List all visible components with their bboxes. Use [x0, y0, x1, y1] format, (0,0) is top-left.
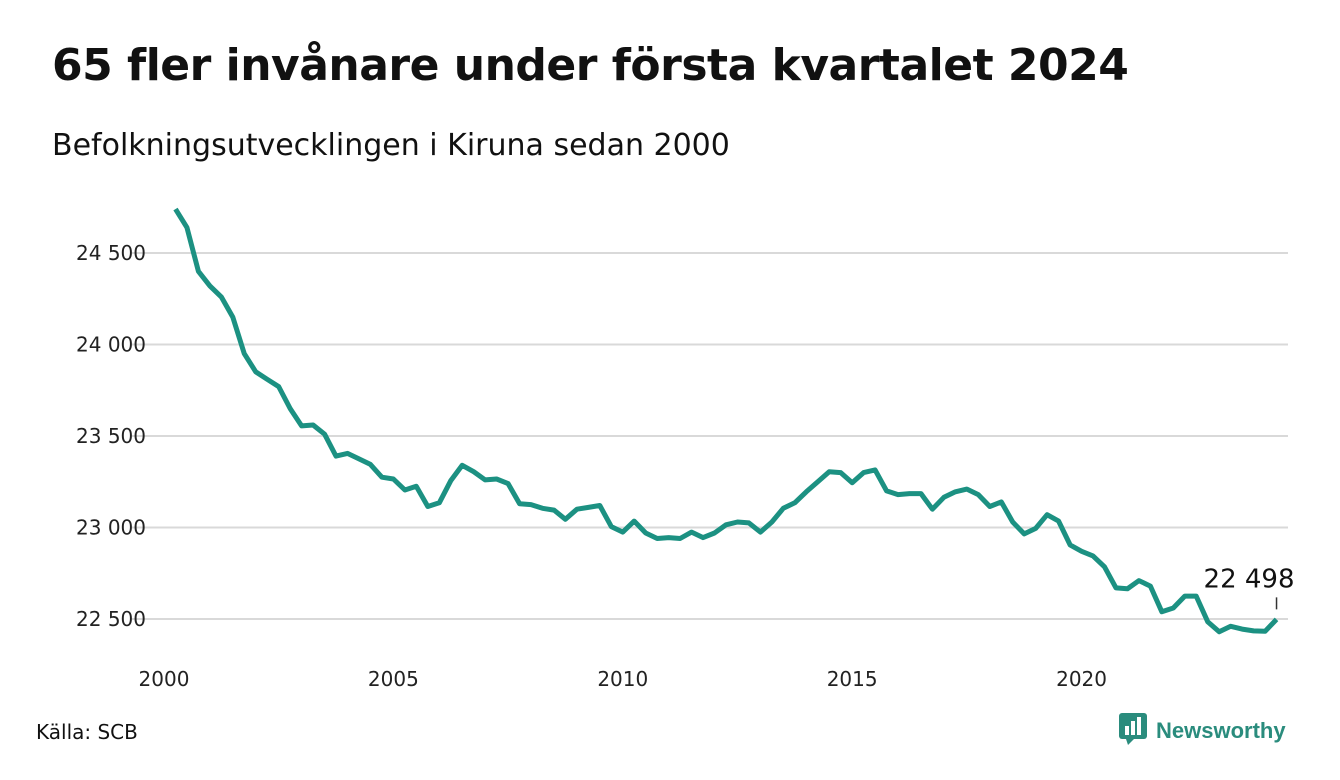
end-annotation: 22 498	[1204, 564, 1295, 610]
gridlines	[132, 252, 1288, 620]
x-tick-label: 2015	[827, 667, 878, 691]
x-tick-label: 2010	[597, 667, 648, 691]
brand-logo[interactable]: Newsworthy	[1118, 712, 1286, 750]
y-tick-label: 24 500	[76, 241, 146, 265]
x-tick-label: 2000	[139, 667, 190, 691]
y-tick-label: 23 000	[76, 516, 146, 540]
y-tick-label: 24 000	[76, 333, 146, 357]
x-tick-label: 2005	[368, 667, 419, 691]
chart-title: 65 fler invånare under första kvartalet …	[52, 40, 1129, 91]
y-axis-tick-labels: 22 500 23 000 23 500 24 000 24 500	[76, 241, 146, 631]
chart-subtitle: Befolkningsutvecklingen i Kiruna sedan 2…	[52, 128, 730, 163]
x-tick-label: 2020	[1056, 667, 1107, 691]
chat-bar-chart-icon	[1118, 712, 1148, 750]
y-tick-label: 22 500	[76, 607, 146, 631]
source-note: Källa: SCB	[36, 720, 138, 744]
brand-name: Newsworthy	[1156, 718, 1286, 743]
end-value-label: 22 498	[1204, 564, 1295, 594]
series-lines	[173, 207, 1279, 635]
series-line	[173, 207, 1279, 635]
y-tick-label: 23 500	[76, 424, 146, 448]
x-axis-tick-labels: 2000 2005 2010 2015 2020	[139, 667, 1107, 691]
